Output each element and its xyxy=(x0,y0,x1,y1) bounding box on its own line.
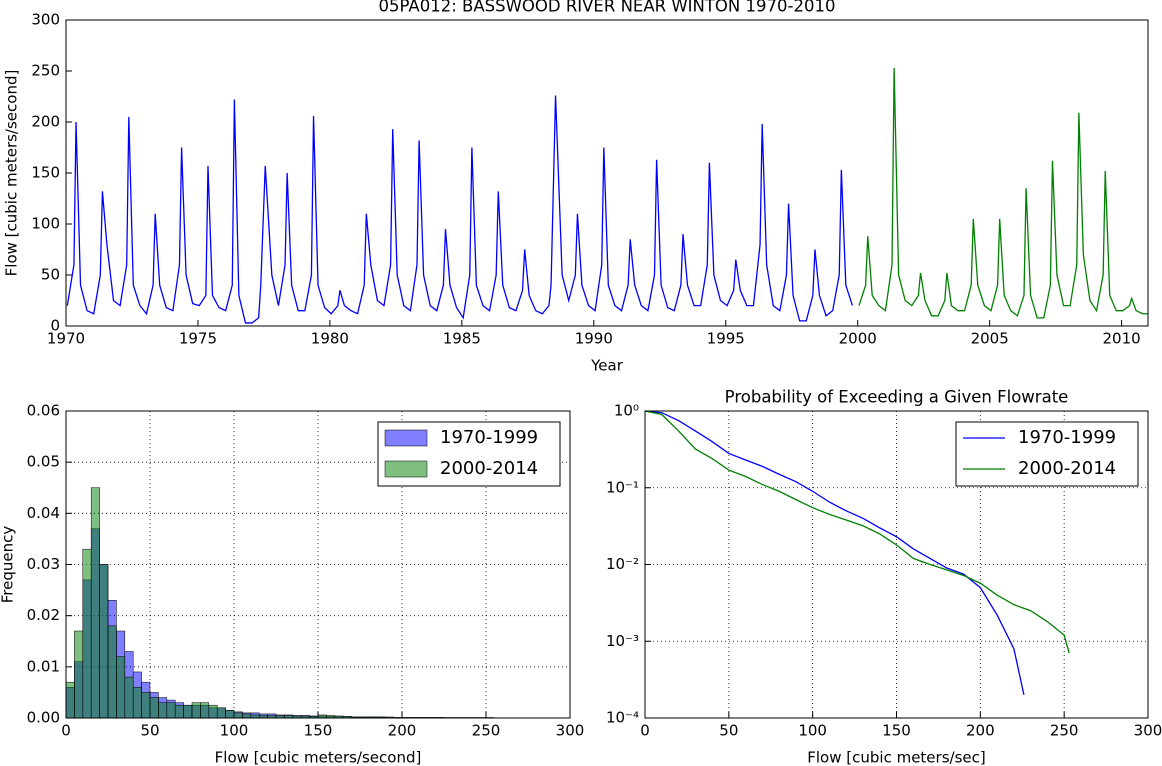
y-tick-label: 0.06 xyxy=(27,402,60,420)
bar xyxy=(116,656,126,719)
y-tick-label: 10⁻² xyxy=(606,555,639,573)
x-tick-label: 1970 xyxy=(47,330,85,348)
x-tick-label: 50 xyxy=(140,722,159,740)
y-tick-label: 50 xyxy=(41,266,60,284)
bar xyxy=(74,630,84,719)
x-tick-label: 2005 xyxy=(971,330,1009,348)
bar xyxy=(141,692,151,719)
legend-swatch xyxy=(384,429,428,447)
x-tick-label: 1980 xyxy=(311,330,349,348)
bar xyxy=(183,704,193,719)
line xyxy=(644,410,1070,654)
bar xyxy=(166,702,176,719)
y-tick-label: 0 xyxy=(50,317,60,335)
legend-label: 1970-1999 xyxy=(1018,427,1116,448)
legend-label: 1970-1999 xyxy=(440,427,538,448)
x-tick-label: 2000 xyxy=(839,330,877,348)
bar xyxy=(174,704,184,719)
x-tick-label: 200 xyxy=(388,722,417,740)
x-tick-label: 2010 xyxy=(1103,330,1141,348)
bar xyxy=(107,625,117,719)
bar xyxy=(216,707,226,719)
y-tick-label: 0.03 xyxy=(27,555,60,573)
y-tick-label: 300 xyxy=(31,11,60,29)
bar xyxy=(82,548,92,719)
bar xyxy=(132,687,142,719)
bar xyxy=(225,710,235,719)
x-tick-label: 100 xyxy=(220,722,249,740)
x-tick-label: 0 xyxy=(61,722,71,740)
legend-label: 2000-2014 xyxy=(1018,458,1116,479)
x-tick-label: 250 xyxy=(1050,722,1079,740)
bar xyxy=(149,697,159,719)
y-tick-label: 10⁻³ xyxy=(606,632,639,650)
y-tick-label: 250 xyxy=(31,62,60,80)
y-tick-label: 10⁻¹ xyxy=(606,478,639,496)
y-tick-label: 0.02 xyxy=(27,606,60,624)
bar xyxy=(158,702,168,719)
y-axis-label: Flow [cubic meters/second] xyxy=(3,70,21,277)
x-tick-label: 150 xyxy=(304,722,333,740)
y-tick-label: 200 xyxy=(31,113,60,131)
y-tick-label: 150 xyxy=(31,164,60,182)
plot-frame xyxy=(65,410,571,719)
y-tick-label: 10⁻⁴ xyxy=(606,709,639,727)
y-tick-label: 100 xyxy=(31,215,60,233)
y-tick-label: 0.05 xyxy=(27,453,60,471)
x-tick-label: 1990 xyxy=(575,330,613,348)
x-tick-label: 300 xyxy=(556,722,585,740)
x-tick-label: 200 xyxy=(966,722,995,740)
y-axis-label: Frequency xyxy=(0,526,17,604)
bar xyxy=(191,702,201,719)
x-tick-label: 1985 xyxy=(443,330,481,348)
x-tick-label: 150 xyxy=(882,722,911,740)
x-axis-label: Flow [cubic meters/second] xyxy=(215,749,422,766)
bar xyxy=(200,702,210,719)
plot-frame xyxy=(644,410,1149,719)
bar xyxy=(90,487,100,719)
x-tick-label: 1995 xyxy=(707,330,745,348)
legend-swatch xyxy=(384,460,428,478)
plot-frame xyxy=(65,19,1149,327)
y-tick-label: 0.00 xyxy=(27,709,60,727)
x-tick-label: 250 xyxy=(472,722,501,740)
x-tick-label: 1975 xyxy=(179,330,217,348)
y-tick-label: 10⁰ xyxy=(614,402,639,420)
line xyxy=(66,95,854,324)
chart-title: 05PA012: BASSWOOD RIVER NEAR WINTON 1970… xyxy=(379,0,836,16)
x-tick-label: 0 xyxy=(640,722,650,740)
legend-label: 2000-2014 xyxy=(440,458,538,479)
bar xyxy=(65,681,75,719)
bar xyxy=(124,676,134,719)
line xyxy=(858,67,1148,319)
y-tick-label: 0.04 xyxy=(27,504,60,522)
x-axis-label: Year xyxy=(590,357,624,375)
x-tick-label: 100 xyxy=(798,722,827,740)
x-tick-label: 50 xyxy=(719,722,738,740)
bar xyxy=(233,712,243,719)
y-tick-label: 0.01 xyxy=(27,657,60,675)
legend-box xyxy=(955,421,1139,487)
x-axis-label: Flow [cubic meters/sec] xyxy=(807,749,985,766)
bar xyxy=(99,564,109,719)
bar xyxy=(208,704,218,719)
x-tick-label: 300 xyxy=(1134,722,1162,740)
chart-title: Probability of Exceeding a Given Flowrat… xyxy=(725,388,1069,407)
bar xyxy=(242,713,252,719)
